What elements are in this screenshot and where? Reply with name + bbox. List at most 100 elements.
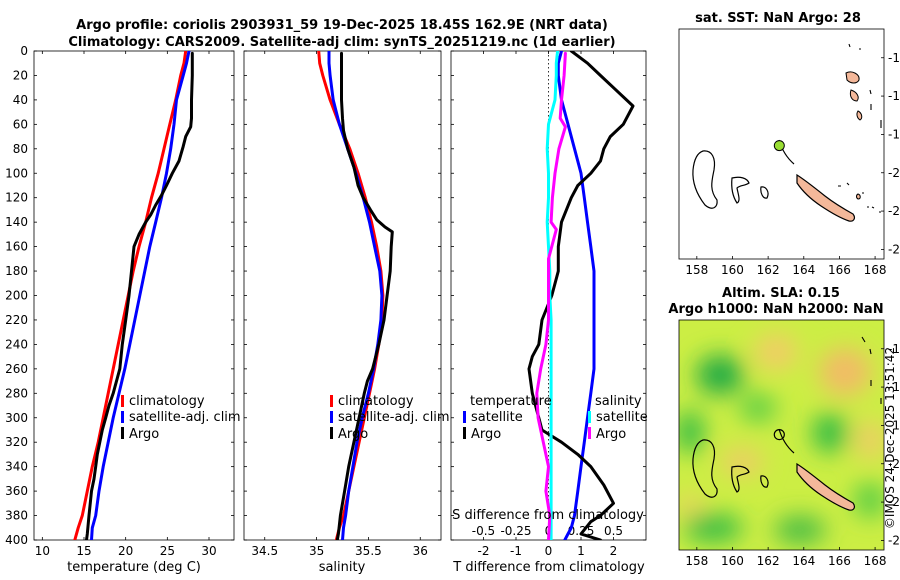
temperature-series-group — [73, 51, 194, 540]
legend-label-climatology: climatology — [129, 394, 205, 409]
x-tick-label: 35.5 — [355, 544, 382, 558]
legend-label-argo: Argo — [129, 427, 159, 442]
depth-tick-label: 0 — [20, 44, 28, 58]
longitude-tick-label: 160 — [721, 554, 744, 568]
legend-label-climatology: climatology — [338, 394, 414, 409]
depth-tick-label: 340 — [5, 460, 28, 474]
axis-ticks: 0204060801001201401601802002202402602803… — [5, 44, 646, 558]
temperature-line-satellite-adj-clim — [90, 51, 191, 540]
legend-swatch-argo — [121, 427, 124, 439]
sla-high — [720, 448, 764, 476]
salinity-legend: climatology satellite-adj. clim Argo — [330, 394, 450, 442]
vanuatu-north-land — [845, 71, 860, 84]
latitude-tick-label: -22 — [888, 495, 900, 509]
x-tick-label: 0 — [545, 544, 553, 558]
small-reefs — [838, 43, 882, 213]
depth-tick-label: 180 — [5, 264, 28, 278]
x-tick-label: 36 — [413, 544, 428, 558]
depth-tick-label: 220 — [5, 313, 28, 327]
sla-low — [683, 514, 743, 542]
x-tick-label: 1 — [577, 544, 585, 558]
depth-tick-label: 120 — [5, 191, 28, 205]
differences-line-s-argo — [535, 51, 567, 540]
legend-swatch-s-argo — [588, 427, 591, 439]
profile-lines — [73, 51, 635, 540]
legend-title-temperature: temperature — [470, 394, 552, 409]
reef-outline-east — [760, 186, 769, 199]
depth-tick-label: 260 — [5, 362, 28, 376]
difference-xlabel: T difference from climatology — [452, 560, 645, 575]
legend-label-s-argo: Argo — [596, 427, 626, 442]
latitude-tick-label: -24 — [888, 533, 900, 547]
depth-tick-label: 280 — [5, 386, 28, 400]
s-difference-tick-label: -0.5 — [472, 524, 495, 538]
sla-low — [774, 516, 826, 544]
salinity-line-satellite-adj-clim — [327, 51, 384, 540]
entrecasteaux-reef — [778, 428, 795, 454]
legend-swatch-satellite — [330, 411, 333, 423]
depth-tick-label: 360 — [5, 484, 28, 498]
salinity-line-argo — [335, 51, 394, 540]
vanuatu-land — [861, 336, 882, 404]
legend-label-satellite: satellite-adj. clim — [129, 410, 241, 425]
sst-map-coastlines — [692, 43, 882, 222]
x-tick-label: 34.5 — [251, 544, 278, 558]
latitude-tick-label: -20 — [888, 457, 900, 471]
sla-low — [812, 413, 848, 453]
argo-profile-marker — [773, 140, 785, 152]
sla-low — [696, 355, 744, 395]
legend-swatch-argo — [330, 427, 333, 439]
loyalty-island-land — [856, 193, 861, 200]
legend-label-t-argo: Argo — [471, 427, 501, 442]
new-caledonia-land — [796, 462, 855, 511]
latitude-tick-label: -14 — [888, 51, 900, 65]
x-tick-label: -2 — [478, 544, 490, 558]
latitude-tick-label: -18 — [888, 127, 900, 141]
legend-swatch-satellite — [121, 411, 124, 423]
legend-swatch-climatology — [121, 395, 124, 407]
longitude-tick-label: 162 — [757, 554, 780, 568]
longitude-tick-label: 164 — [792, 554, 815, 568]
sla-low — [679, 410, 704, 454]
figure-title-line1: Argo profile: coriolis 2903931_59 19-Dec… — [76, 18, 608, 33]
sla-high — [855, 420, 884, 460]
sla-field — [679, 320, 884, 550]
legend-swatch-t-satellite — [463, 411, 466, 423]
sla-high — [679, 495, 702, 515]
sla-map-title-line1: Altim. SLA: 0.15 — [722, 286, 840, 301]
depth-tick-label: 160 — [5, 240, 28, 254]
x-tick-label: 30 — [201, 544, 216, 558]
depth-tick-label: 300 — [5, 411, 28, 425]
x-tick-label: 20 — [118, 544, 133, 558]
longitude-tick-label: 168 — [864, 554, 887, 568]
depth-tick-label: 20 — [13, 68, 28, 82]
sla-high — [819, 348, 871, 396]
x-tick-label: 10 — [35, 544, 50, 558]
legend-swatch-s-satellite — [588, 411, 591, 423]
sst-map-ticks: 158 160 162 164 166 168 -14 -16 -18 -20 -22 -24 — [685, 51, 900, 277]
difference-legend: temperature satellite Argo salinity sate… — [463, 394, 648, 442]
sla-map-axes — [678, 319, 885, 551]
latitude-tick-label: -22 — [888, 204, 900, 218]
imos-credit: ©IMOS 24-Dec-2025 13:51:42 — [883, 347, 897, 529]
differences-line-t-satellite — [556, 51, 596, 540]
latitude-tick-label: -16 — [888, 380, 900, 394]
sla-high — [754, 334, 798, 370]
legend-label-t-satellite: satellite — [471, 410, 523, 425]
salinity-series-group — [317, 51, 394, 540]
x-tick-label: 25 — [160, 544, 175, 558]
reef-outline-east — [760, 475, 769, 488]
bellona-reef — [731, 176, 750, 204]
legend-swatch-climatology — [330, 395, 333, 407]
depth-tick-label: 400 — [5, 533, 28, 547]
x-tick-label: -1 — [510, 544, 522, 558]
s-difference-tick-label: 0.5 — [604, 524, 623, 538]
depth-tick-label: 380 — [5, 509, 28, 523]
longitude-tick-label: 158 — [685, 263, 708, 277]
legend-label-s-satellite: satellite — [596, 410, 648, 425]
temperature-axes — [33, 50, 235, 541]
differences-series-group — [527, 51, 635, 540]
sla-low — [740, 394, 776, 422]
longitude-tick-label: 162 — [757, 263, 780, 277]
chesterfield-reef — [692, 150, 718, 209]
